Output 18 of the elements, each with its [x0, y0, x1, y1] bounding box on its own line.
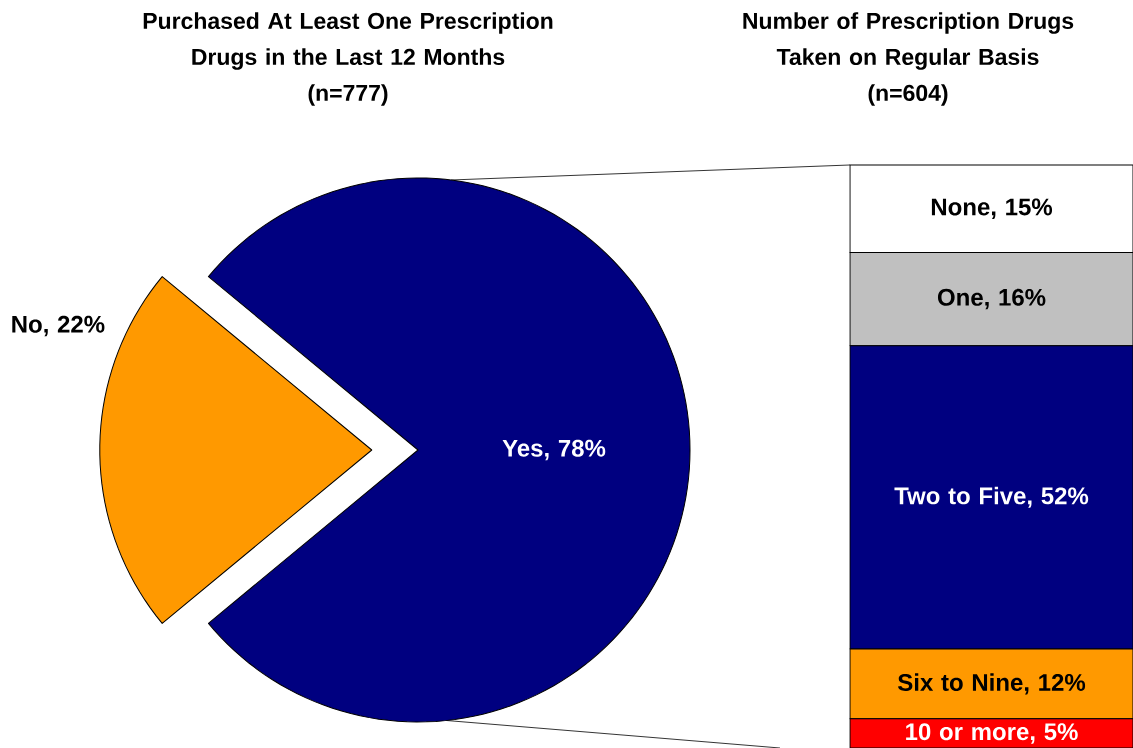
- data-label: , 22%: [44, 315, 105, 337]
- series-label: One: [937, 288, 983, 306]
- series-label: Six to Nine: [897, 673, 1023, 691]
- chart-subtitle: (n=604): [868, 84, 948, 106]
- data-label: , 15%: [991, 198, 1053, 219]
- data-label: , 78%: [545, 439, 606, 461]
- data-label: , 12%: [1024, 673, 1086, 695]
- series-label: 10 or more: [906, 723, 1029, 741]
- chart-title: Number of Prescription Drugs Taken on Regular Basis: [743, 12, 1074, 70]
- data-label: , 52%: [1028, 487, 1089, 508]
- series-label: Two to Five: [894, 486, 1026, 505]
- chart-subtitle: (n=777): [308, 84, 388, 106]
- slice-label: No: [12, 316, 42, 333]
- data-label: , 5%: [1030, 723, 1078, 744]
- series-label: None: [931, 198, 990, 216]
- chart-title: Purchased At Least One Prescription Drugs in the Last 12 Months: [143, 12, 553, 70]
- slice-label: Yes: [502, 440, 543, 457]
- data-label: , 16%: [985, 288, 1046, 310]
